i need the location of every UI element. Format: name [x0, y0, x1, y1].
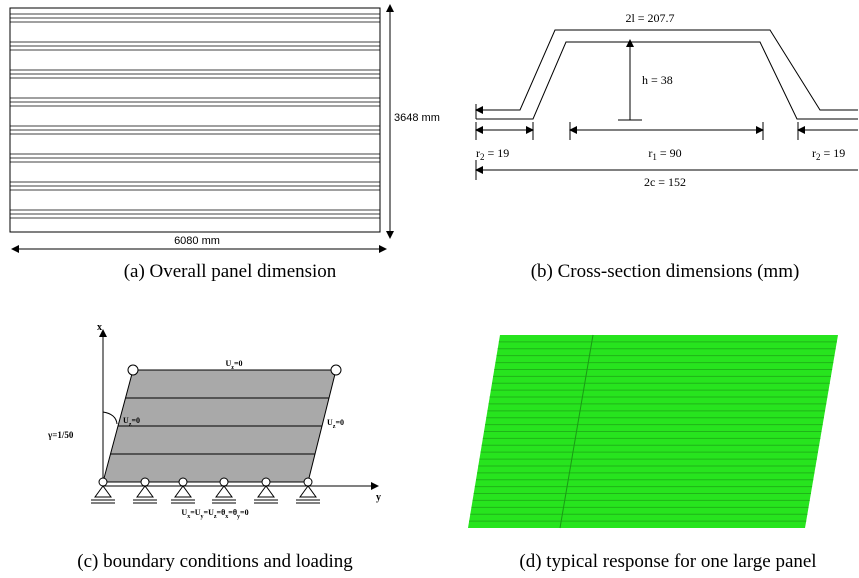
pin	[304, 478, 312, 486]
shear-label: γ=1/50	[47, 430, 74, 440]
panel-d: (d) typical response for one large panel	[468, 335, 838, 572]
height-label: 3648 mm	[394, 112, 440, 124]
label-part: =0	[240, 508, 249, 517]
caption: (a) Overall panel dimension	[124, 261, 337, 282]
bottom-bc: Ux=Uy=Uz=θx=θy=0	[181, 508, 248, 520]
panel-c: x y Uz=0 Uz=0 Uz=0 γ=1/50 Ux=Uy=Uz=θx=θy…	[47, 322, 381, 572]
bottom-label: 2c = 152	[644, 175, 686, 189]
label-part: =U	[204, 508, 215, 517]
pin	[179, 478, 187, 486]
right-bc: Uz=0	[327, 418, 344, 430]
support	[175, 486, 191, 497]
x-axis-label: x	[97, 322, 102, 333]
label-part: =U	[190, 508, 201, 517]
caption: (d) typical response for one large panel	[519, 551, 816, 572]
label-part: =θ	[217, 508, 226, 517]
label-part: =0	[335, 418, 344, 427]
caption: (b) Cross-section dimensions (mm)	[531, 261, 800, 282]
support	[137, 486, 153, 497]
label-part: = 90	[657, 146, 682, 160]
support	[300, 486, 316, 497]
support	[258, 486, 274, 497]
label-part: = 19	[485, 146, 510, 160]
panel-b: 2l = 207.7 h = 38 r2 = 19 r1 = 90 r2 = 1…	[476, 11, 858, 282]
top-label: 2l = 207.7	[625, 11, 674, 25]
corrugation-lines	[10, 14, 380, 218]
y-axis-label: y	[376, 492, 381, 503]
height-label: h = 38	[642, 73, 673, 87]
label-part: =θ	[228, 508, 237, 517]
pin	[99, 478, 107, 486]
label-part: =0	[131, 416, 140, 425]
pin	[262, 478, 270, 486]
left-label: r2 = 19	[476, 146, 509, 162]
middle-label: r1 = 90	[648, 146, 681, 162]
caption: (c) boundary conditions and loading	[77, 551, 353, 572]
support	[95, 486, 111, 497]
label-part: = 19	[821, 146, 846, 160]
pin	[141, 478, 149, 486]
right-label: r2 = 19	[812, 146, 845, 162]
pin	[128, 365, 138, 375]
width-label: 6080 mm	[174, 235, 220, 247]
pin	[220, 478, 228, 486]
support	[216, 486, 232, 497]
figure: 3648 mm 6080 mm (a) Overall panel dimens…	[0, 0, 859, 578]
pin	[331, 365, 341, 375]
shear-angle	[103, 412, 117, 424]
top-bc: Uz=0	[225, 359, 242, 371]
label-part: =0	[234, 359, 243, 368]
panel-a: 3648 mm 6080 mm (a) Overall panel dimens…	[10, 5, 440, 282]
